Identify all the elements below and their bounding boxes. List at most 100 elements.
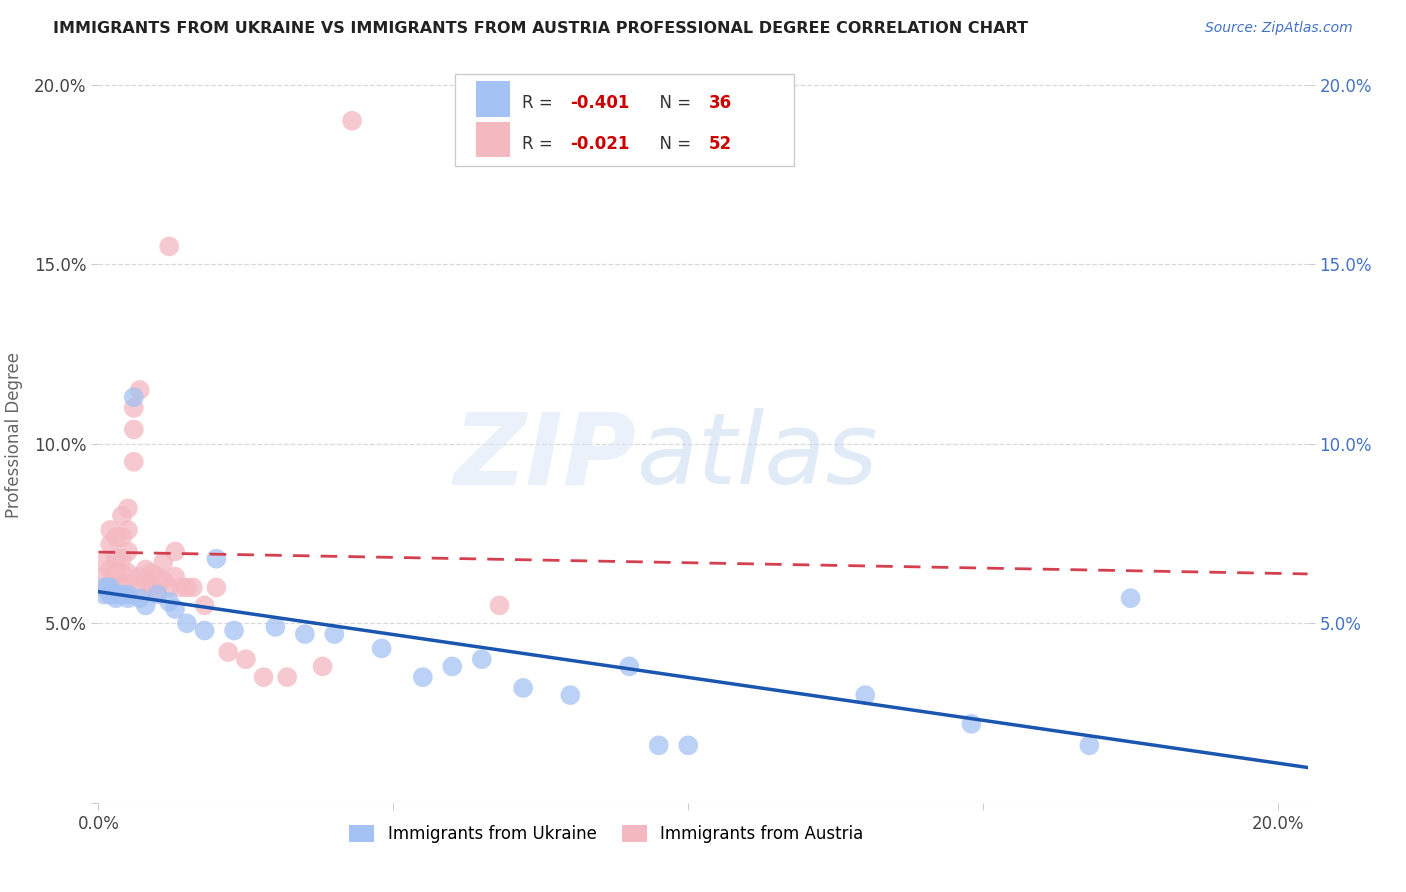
Point	[165, 544, 187, 558]
Point	[111, 530, 134, 544]
Point	[181, 581, 204, 595]
Point	[122, 422, 145, 436]
Point	[165, 569, 187, 583]
Point	[217, 645, 239, 659]
Point	[512, 681, 534, 695]
Point	[96, 581, 118, 595]
Point	[117, 588, 139, 602]
Point	[252, 670, 274, 684]
Point	[205, 581, 228, 595]
Text: 52: 52	[709, 135, 733, 153]
Point	[141, 566, 163, 580]
Point	[222, 624, 245, 638]
Point	[165, 602, 187, 616]
Point	[117, 577, 139, 591]
Point	[1119, 591, 1142, 606]
Text: -0.021: -0.021	[569, 135, 630, 153]
Point	[276, 670, 298, 684]
Text: ZIP: ZIP	[454, 409, 637, 506]
Point	[98, 523, 121, 537]
Point	[135, 599, 157, 613]
Point	[146, 588, 169, 602]
Point	[111, 566, 134, 580]
Point	[471, 652, 494, 666]
Point	[152, 573, 174, 587]
Point	[146, 569, 169, 583]
Point	[135, 573, 157, 587]
Point	[111, 588, 134, 602]
Point	[152, 555, 174, 569]
Point	[93, 581, 115, 595]
Point	[98, 588, 121, 602]
Point	[122, 390, 145, 404]
Bar	[475, 81, 509, 117]
Point	[323, 627, 346, 641]
Point	[412, 670, 434, 684]
Point	[853, 688, 876, 702]
Point	[111, 577, 134, 591]
Point	[117, 591, 139, 606]
Point	[105, 551, 128, 566]
Point	[128, 569, 150, 583]
Bar	[475, 122, 509, 157]
Point	[98, 588, 121, 602]
Point	[146, 584, 169, 599]
Point	[488, 599, 510, 613]
Y-axis label: Professional Degree: Professional Degree	[6, 351, 22, 518]
Point	[157, 239, 180, 253]
Point	[311, 659, 333, 673]
Text: IMMIGRANTS FROM UKRAINE VS IMMIGRANTS FROM AUSTRIA PROFESSIONAL DEGREE CORRELATI: IMMIGRANTS FROM UKRAINE VS IMMIGRANTS FR…	[53, 21, 1028, 37]
Point	[117, 544, 139, 558]
Point	[370, 641, 392, 656]
Point	[117, 566, 139, 580]
Point	[1078, 739, 1101, 753]
Point	[441, 659, 464, 673]
Point	[170, 581, 193, 595]
Point	[205, 551, 228, 566]
Text: N =: N =	[648, 135, 696, 153]
Point	[678, 739, 700, 753]
Text: atlas: atlas	[637, 409, 879, 506]
Point	[128, 591, 150, 606]
Point	[111, 508, 134, 523]
Point	[98, 537, 121, 551]
Text: R =: R =	[522, 95, 558, 112]
Text: N =: N =	[648, 95, 696, 112]
Point	[157, 581, 180, 595]
Point	[135, 562, 157, 576]
Point	[194, 599, 217, 613]
Point	[176, 581, 198, 595]
Point	[619, 659, 641, 673]
Point	[264, 620, 287, 634]
Legend: Immigrants from Ukraine, Immigrants from Austria: Immigrants from Ukraine, Immigrants from…	[343, 818, 870, 850]
Point	[235, 652, 257, 666]
Point	[176, 616, 198, 631]
Point	[122, 455, 145, 469]
Point	[960, 716, 983, 731]
Point	[122, 401, 145, 415]
Point	[98, 562, 121, 576]
Point	[194, 624, 217, 638]
Point	[340, 113, 363, 128]
Point	[93, 555, 115, 569]
Point	[560, 688, 582, 702]
Point	[93, 588, 115, 602]
Point	[93, 569, 115, 583]
Point	[141, 581, 163, 595]
Point	[117, 523, 139, 537]
Text: 36: 36	[709, 95, 733, 112]
Text: R =: R =	[522, 135, 558, 153]
Point	[128, 581, 150, 595]
Point	[117, 501, 139, 516]
Point	[157, 595, 180, 609]
Point	[111, 551, 134, 566]
Point	[294, 627, 316, 641]
Point	[648, 739, 671, 753]
Point	[93, 581, 115, 595]
Point	[105, 588, 128, 602]
Point	[128, 383, 150, 397]
Point	[105, 530, 128, 544]
Point	[105, 591, 128, 606]
Point	[105, 566, 128, 580]
Text: Source: ZipAtlas.com: Source: ZipAtlas.com	[1205, 21, 1353, 36]
